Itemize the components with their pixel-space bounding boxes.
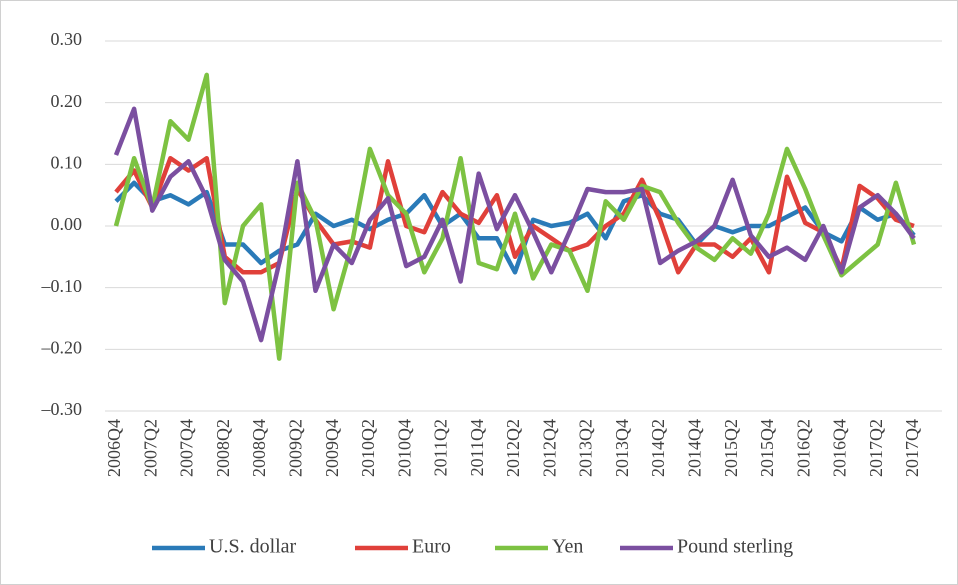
x-tick-label: 2015Q2 [721, 419, 741, 477]
y-tick-label: 0.10 [51, 152, 83, 172]
y-tick-label: 0.00 [51, 214, 83, 234]
x-tick-label: 2011Q2 [431, 419, 451, 476]
y-tick-label: –0.20 [41, 337, 83, 357]
x-tick-label: 2009Q2 [285, 419, 305, 477]
x-tick-label: 2015Q4 [757, 419, 777, 477]
x-tick-label: 2012Q4 [539, 419, 559, 477]
x-tick-label: 2016Q2 [793, 419, 813, 477]
series-line [114, 155, 915, 275]
x-tick-label: 2006Q4 [104, 419, 124, 477]
x-tick-label: 2007Q4 [177, 419, 197, 477]
legend-label: Yen [552, 536, 583, 558]
x-tick-label: 2017Q2 [866, 419, 886, 477]
x-tick-label: 2016Q4 [830, 419, 850, 477]
x-tick-label: 2013Q4 [612, 419, 632, 477]
legend-label: U.S. dollar [209, 536, 297, 558]
y-tick-label: 0.30 [51, 29, 83, 49]
x-tick-label: 2010Q2 [358, 419, 378, 477]
legend-label: Euro [412, 536, 451, 558]
x-tick-label: 2008Q2 [213, 419, 233, 477]
x-tick-label: 2007Q2 [140, 419, 160, 477]
x-tick-label: 2013Q2 [576, 419, 596, 477]
x-tick-label: 2011Q4 [467, 419, 487, 476]
series-line [113, 106, 916, 343]
x-tick-label: 2009Q4 [322, 419, 342, 477]
y-tick-label: –0.30 [41, 399, 83, 419]
y-tick-label: 0.20 [51, 91, 83, 111]
x-tick-label: 2017Q4 [902, 419, 922, 477]
x-tick-label: 2014Q2 [648, 419, 668, 477]
x-tick-label: 2010Q4 [394, 419, 414, 477]
legend-label: Pound sterling [677, 536, 793, 558]
x-tick-label: 2012Q2 [503, 419, 523, 477]
series-line [113, 72, 917, 361]
y-tick-label: –0.10 [41, 276, 83, 296]
x-tick-label: 2014Q4 [684, 419, 704, 477]
x-tick-label: 2008Q4 [249, 419, 269, 477]
